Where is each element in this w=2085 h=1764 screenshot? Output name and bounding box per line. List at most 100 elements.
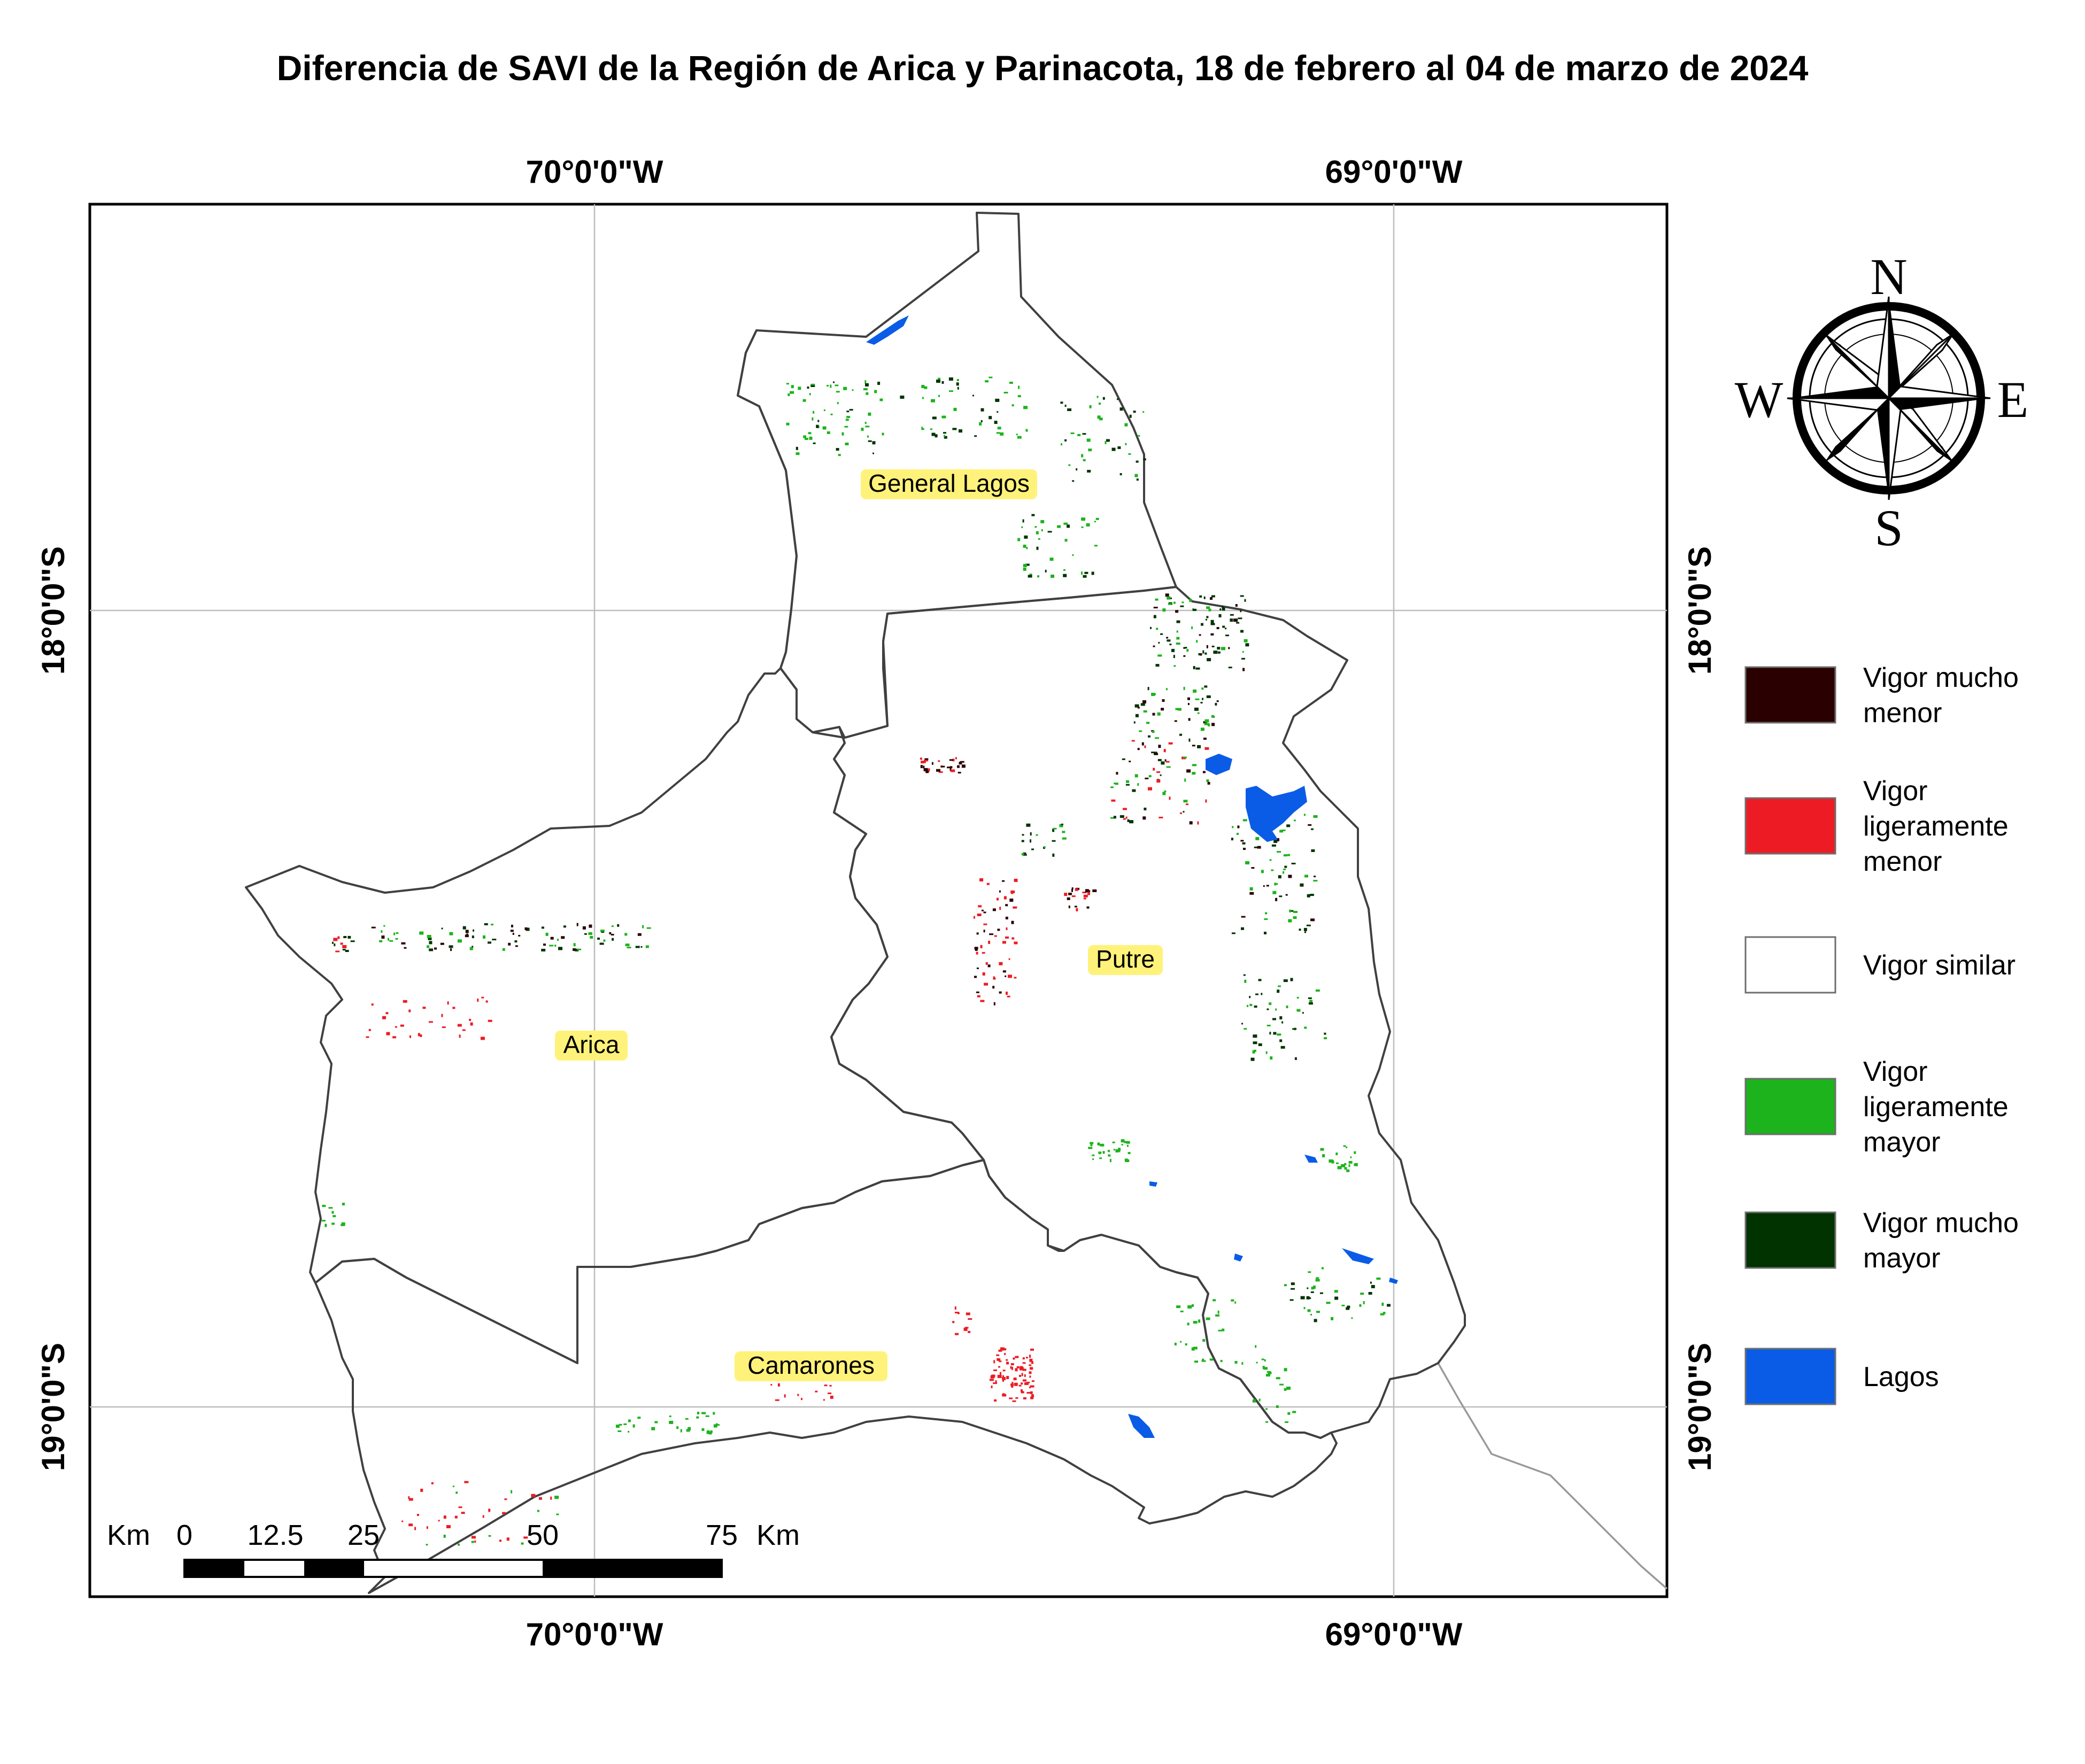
change-pixel — [1273, 840, 1278, 843]
change-pixel — [949, 766, 953, 769]
change-pixel — [879, 398, 883, 401]
change-pixel — [1241, 927, 1244, 930]
change-pixel — [1011, 1367, 1013, 1370]
change-pixel — [1162, 792, 1166, 795]
change-pixel — [980, 1000, 985, 1002]
change-pixel — [1222, 1328, 1225, 1332]
change-pixel — [1187, 697, 1190, 700]
change-pixel — [1316, 1311, 1320, 1313]
change-pixel — [1119, 407, 1123, 411]
change-pixel — [1209, 1358, 1214, 1361]
change-pixel — [838, 454, 841, 457]
legend-label-3-0: Vigor — [1863, 1056, 1927, 1087]
change-pixel — [959, 429, 962, 433]
change-pixel — [408, 1523, 413, 1527]
change-pixel — [1011, 404, 1014, 407]
change-pixel — [1244, 639, 1248, 643]
change-pixel — [992, 908, 996, 911]
change-pixel — [957, 386, 959, 390]
commune-labels: General Lagos Putre Arica Camarones — [555, 469, 1163, 1381]
change-pixel — [1242, 842, 1246, 845]
change-pixel — [342, 949, 346, 951]
change-pixel — [1304, 875, 1308, 878]
change-pixel — [1129, 761, 1131, 762]
change-pixel — [1083, 898, 1086, 900]
change-pixel — [1243, 974, 1246, 976]
change-pixel — [1201, 623, 1203, 626]
change-pixel — [978, 905, 982, 908]
change-pixel — [1240, 595, 1244, 597]
change-pixel — [1128, 1152, 1131, 1155]
change-pixel — [1116, 398, 1118, 400]
change-pixel — [1159, 816, 1163, 818]
change-pixel — [1350, 1156, 1352, 1158]
change-pixel — [1068, 906, 1070, 909]
change-pixel — [1014, 941, 1018, 945]
change-pixel — [999, 907, 1001, 910]
change-pixel — [1086, 438, 1091, 442]
change-pixel — [1244, 979, 1247, 983]
change-pixel — [1230, 614, 1234, 616]
change-pixel — [1208, 723, 1210, 726]
change-pixel — [492, 939, 497, 941]
change-pixel — [1192, 745, 1195, 747]
change-pixel — [1155, 737, 1160, 739]
change-pixel — [1234, 1301, 1237, 1304]
change-pixel — [1118, 1150, 1121, 1152]
change-pixel — [1281, 1021, 1284, 1024]
change-pixel — [1030, 1348, 1034, 1351]
change-pixel — [1021, 526, 1023, 528]
change-pixel — [457, 1024, 462, 1027]
change-pixel — [1245, 643, 1249, 647]
change-pixel — [1183, 647, 1186, 649]
change-pixel — [777, 1383, 780, 1387]
change-pixel — [1137, 748, 1140, 751]
change-pixel — [1108, 1154, 1111, 1157]
change-pixel — [1308, 1271, 1311, 1273]
lake-cotacotani — [1206, 754, 1232, 775]
change-pixel — [1314, 1319, 1317, 1322]
change-pixel — [1088, 448, 1092, 452]
label-camarones: Camarones — [747, 1351, 875, 1379]
change-pixel — [1201, 1360, 1206, 1362]
change-pixel — [938, 760, 940, 762]
change-pixel — [1090, 1144, 1093, 1147]
change-pixel — [1182, 601, 1184, 604]
change-pixel — [784, 1394, 786, 1398]
change-pixel — [477, 999, 479, 1002]
change-pixel — [1036, 546, 1039, 550]
change-pixel — [1198, 1319, 1201, 1323]
change-pixel — [1286, 1387, 1291, 1390]
change-pixel — [921, 427, 923, 430]
change-pixel — [628, 1430, 630, 1433]
change-pixel — [775, 1399, 779, 1401]
change-pixel — [938, 377, 940, 380]
change-pixel — [1188, 718, 1191, 721]
change-pixel — [1031, 1394, 1034, 1398]
change-pixel — [995, 1380, 997, 1383]
change-pixel — [1283, 979, 1288, 982]
change-pixel — [982, 972, 985, 976]
change-pixel — [1267, 1008, 1269, 1010]
change-pixel — [935, 434, 938, 438]
change-pixel — [803, 435, 807, 438]
change-pixel — [1127, 819, 1130, 822]
map-title: Diferencia de SAVI de la Región de Arica… — [277, 48, 1809, 88]
change-pixel — [1169, 796, 1171, 800]
change-pixel — [1283, 871, 1285, 874]
change-pixel — [1284, 1388, 1287, 1391]
change-pixel — [817, 420, 820, 422]
change-pixel — [462, 926, 466, 930]
change-pixel — [976, 991, 979, 993]
change-pixel — [1253, 1041, 1257, 1045]
change-pixel — [1241, 1362, 1244, 1365]
change-pixel — [1064, 439, 1067, 442]
change-pixel — [925, 771, 929, 773]
change-pixel — [1249, 1004, 1253, 1007]
change-pixel — [518, 934, 521, 937]
change-pixel — [1269, 859, 1272, 861]
change-pixel — [1034, 526, 1037, 528]
change-pixel — [1287, 854, 1291, 856]
change-pixel — [1144, 807, 1147, 810]
change-pixel — [791, 385, 794, 389]
